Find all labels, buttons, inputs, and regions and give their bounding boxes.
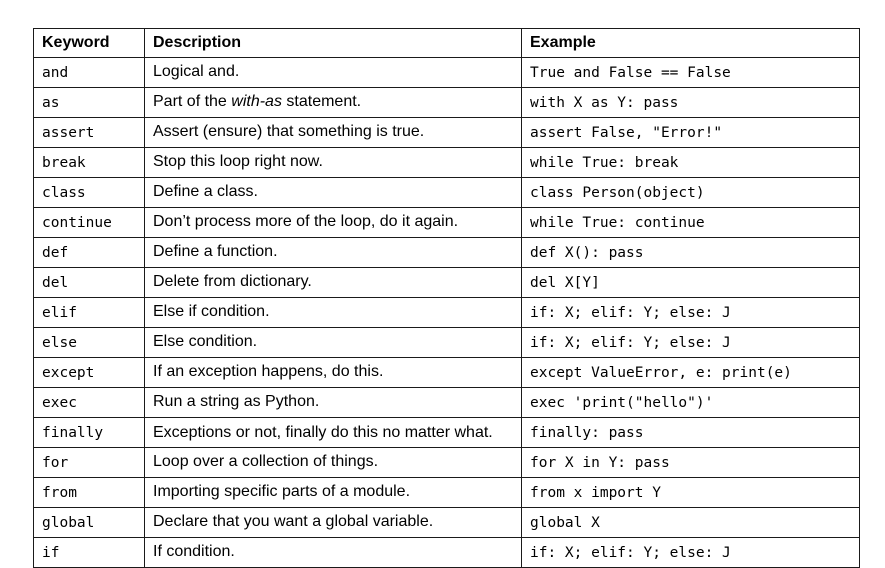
description-cell: If an exception happens, do this. [144, 357, 522, 388]
example-cell: from x import Y [521, 477, 860, 508]
header-keyword: Keyword [33, 28, 145, 58]
keyword-cell: for [33, 447, 145, 478]
header-example: Example [521, 28, 860, 58]
keyword-table: Keyword Description Example and Logical … [33, 28, 860, 568]
keyword-cell: global [33, 507, 145, 538]
example-cell: if: X; elif: Y; else: J [521, 537, 860, 568]
keyword-cell: class [33, 177, 145, 208]
description-cell: Stop this loop right now. [144, 147, 522, 178]
table-row: from Importing specific parts of a modul… [33, 477, 860, 508]
keyword-cell: finally [33, 417, 145, 448]
keyword-cell: as [33, 87, 145, 118]
description-cell: Part of the with-as statement. [144, 87, 522, 118]
description-emphasis: with-as [231, 93, 282, 110]
keyword-cell: if [33, 537, 145, 568]
table-row: continue Don’t process more of the loop,… [33, 207, 860, 238]
keyword-cell: break [33, 147, 145, 178]
description-cell: Importing specific parts of a module. [144, 477, 522, 508]
description-cell: Don’t process more of the loop, do it ag… [144, 207, 522, 238]
example-cell: except ValueError, e: print(e) [521, 357, 860, 388]
header-description: Description [144, 28, 522, 58]
description-cell: Loop over a collection of things. [144, 447, 522, 478]
keyword-cell: except [33, 357, 145, 388]
table-row: del Delete from dictionary. del X[Y] [33, 267, 860, 298]
example-cell: if: X; elif: Y; else: J [521, 297, 860, 328]
table-row: for Loop over a collection of things. fo… [33, 447, 860, 478]
description-text: Part of the [153, 93, 232, 110]
description-cell: Logical and. [144, 57, 522, 88]
example-cell: finally: pass [521, 417, 860, 448]
example-cell: True and False == False [521, 57, 860, 88]
keyword-cell: assert [33, 117, 145, 148]
keyword-cell: del [33, 267, 145, 298]
keyword-cell: from [33, 477, 145, 508]
table-row: assert Assert (ensure) that something is… [33, 117, 860, 148]
example-cell: class Person(object) [521, 177, 860, 208]
description-cell: Delete from dictionary. [144, 267, 522, 298]
keyword-cell: def [33, 237, 145, 268]
table-row: as Part of the with-as statement. with X… [33, 87, 860, 118]
description-cell: Define a class. [144, 177, 522, 208]
description-cell: Else condition. [144, 327, 522, 358]
description-text: statement. [281, 93, 362, 110]
table-row: class Define a class. class Person(objec… [33, 177, 860, 208]
example-cell: global X [521, 507, 860, 538]
example-cell: with X as Y: pass [521, 87, 860, 118]
example-cell: exec 'print("hello")' [521, 387, 860, 418]
keyword-cell: elif [33, 297, 145, 328]
table-row: else Else condition. if: X; elif: Y; els… [33, 327, 860, 358]
description-cell: Else if condition. [144, 297, 522, 328]
example-cell: if: X; elif: Y; else: J [521, 327, 860, 358]
example-cell: del X[Y] [521, 267, 860, 298]
example-cell: while True: break [521, 147, 860, 178]
example-cell: for X in Y: pass [521, 447, 860, 478]
table-row: except If an exception happens, do this.… [33, 357, 860, 388]
table-row: finally Exceptions or not, finally do th… [33, 417, 860, 448]
table-row: if If condition. if: X; elif: Y; else: J [33, 537, 860, 568]
example-cell: def X(): pass [521, 237, 860, 268]
keyword-cell: exec [33, 387, 145, 418]
keyword-cell: else [33, 327, 145, 358]
description-cell: Declare that you want a global variable. [144, 507, 522, 538]
table-row: elif Else if condition. if: X; elif: Y; … [33, 297, 860, 328]
keyword-cell: continue [33, 207, 145, 238]
table-row: and Logical and. True and False == False [33, 57, 860, 88]
table-row: def Define a function. def X(): pass [33, 237, 860, 268]
table-row: break Stop this loop right now. while Tr… [33, 147, 860, 178]
example-cell: assert False, "Error!" [521, 117, 860, 148]
description-cell: Run a string as Python. [144, 387, 522, 418]
example-cell: while True: continue [521, 207, 860, 238]
description-cell: Define a function. [144, 237, 522, 268]
table-row: exec Run a string as Python. exec 'print… [33, 387, 860, 418]
keyword-cell: and [33, 57, 145, 88]
description-cell: Exceptions or not, finally do this no ma… [144, 417, 522, 448]
description-cell: If condition. [144, 537, 522, 568]
table-row: global Declare that you want a global va… [33, 507, 860, 538]
description-cell: Assert (ensure) that something is true. [144, 117, 522, 148]
header-row: Keyword Description Example [33, 28, 860, 58]
